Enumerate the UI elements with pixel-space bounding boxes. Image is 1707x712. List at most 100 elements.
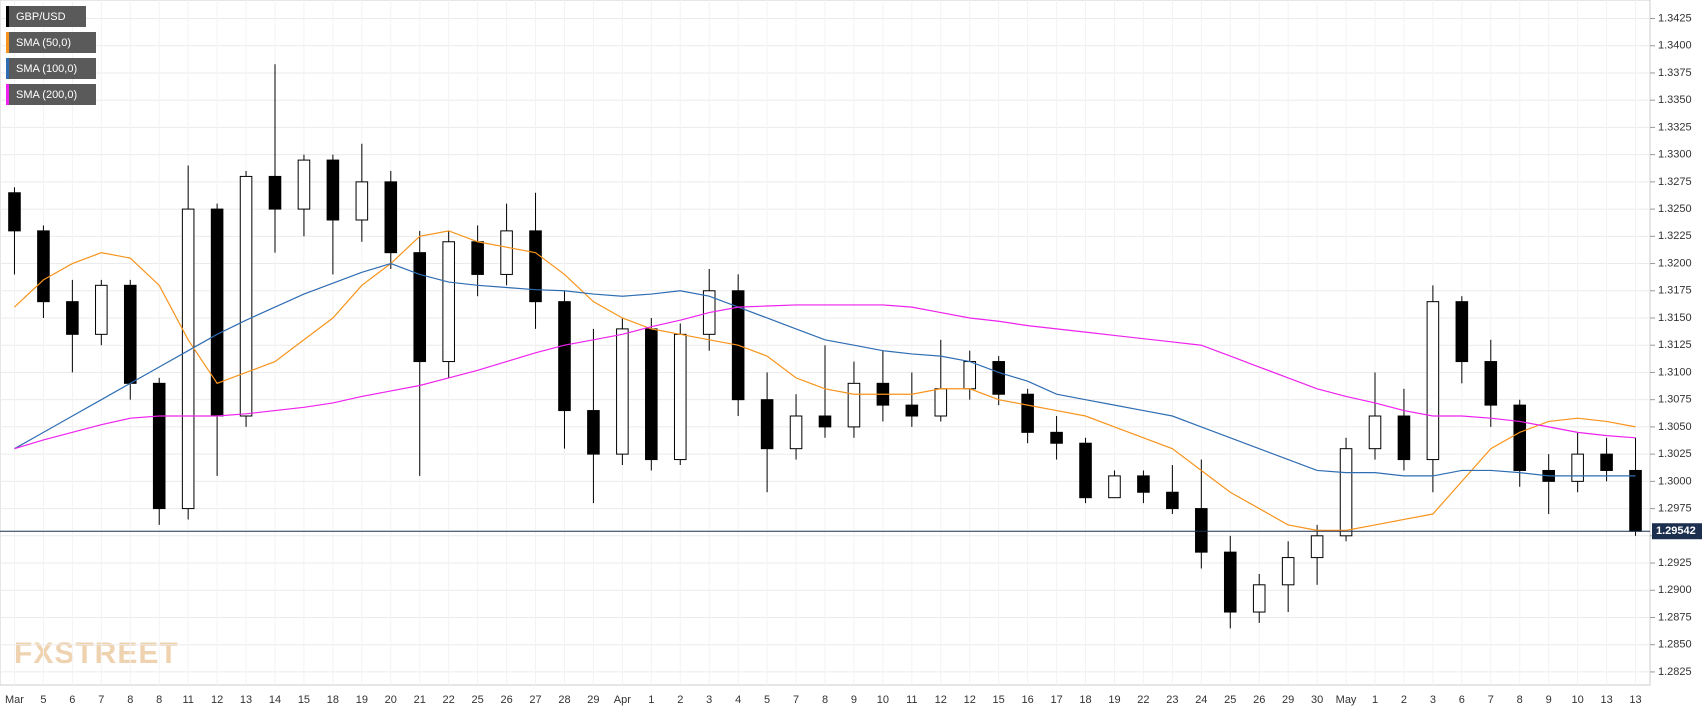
x-tick-label: 15 bbox=[298, 694, 310, 706]
watermark: FXSTREET bbox=[14, 637, 179, 670]
y-tick-label: 1.3150 bbox=[1658, 312, 1692, 324]
candle-body bbox=[587, 410, 600, 455]
candle-body bbox=[1252, 584, 1266, 613]
x-tick-label: 10 bbox=[1572, 694, 1584, 706]
y-tick-label: 1.3300 bbox=[1658, 149, 1692, 161]
candle-body bbox=[268, 175, 282, 210]
last-price-box bbox=[1652, 523, 1702, 540]
candle-body bbox=[616, 328, 629, 455]
candle-body bbox=[645, 328, 658, 461]
x-tick-label: 9 bbox=[851, 694, 857, 706]
candle-body bbox=[1166, 491, 1179, 510]
candle-body bbox=[355, 181, 369, 221]
x-tick-label: 24 bbox=[1195, 694, 1207, 706]
candle-body bbox=[210, 208, 224, 417]
candle-body bbox=[1339, 448, 1353, 537]
x-tick-label: 6 bbox=[1459, 694, 1465, 706]
candle-body bbox=[500, 230, 513, 275]
y-tick-label: 1.3100 bbox=[1658, 366, 1692, 378]
y-tick-label: 1.3200 bbox=[1658, 257, 1692, 269]
x-tick-label: 5 bbox=[40, 694, 46, 706]
x-tick-label: 26 bbox=[1253, 694, 1265, 706]
x-tick-label: 14 bbox=[269, 694, 281, 706]
y-tick-label: 1.3050 bbox=[1658, 421, 1692, 433]
sma-line bbox=[14, 262, 1636, 477]
x-tick-label: 16 bbox=[1022, 694, 1034, 706]
candle-body bbox=[1021, 393, 1034, 433]
x-tick-label: 7 bbox=[793, 694, 799, 706]
candle-body bbox=[1281, 557, 1295, 586]
x-tick-label: 3 bbox=[706, 694, 712, 706]
legend-label: GBP/USD bbox=[16, 11, 66, 23]
legend-label: SMA (100,0) bbox=[16, 63, 77, 75]
candle-body bbox=[442, 241, 455, 363]
x-tick-label: 2 bbox=[1401, 694, 1407, 706]
legend-swatch bbox=[6, 84, 9, 105]
x-tick-label: 22 bbox=[1137, 694, 1149, 706]
candle-body bbox=[181, 208, 195, 510]
x-tick-label: 9 bbox=[1546, 694, 1552, 706]
x-tick-label: May bbox=[1336, 694, 1357, 706]
candle-body bbox=[297, 159, 311, 210]
x-tick-label: 1 bbox=[1372, 694, 1378, 706]
legend-box bbox=[6, 58, 96, 79]
legend-box bbox=[6, 6, 86, 27]
y-tick-label: 1.2850 bbox=[1658, 639, 1692, 651]
candle-body bbox=[66, 301, 79, 335]
x-tick-label: 11 bbox=[182, 694, 193, 706]
y-tick-label: 1.2825 bbox=[1658, 666, 1692, 678]
y-tick-label: 1.3075 bbox=[1658, 394, 1692, 406]
candle-body bbox=[1397, 415, 1411, 461]
legend-box bbox=[6, 32, 96, 53]
x-tick-label: 29 bbox=[1282, 694, 1294, 706]
x-tick-label: 10 bbox=[877, 694, 889, 706]
legend-swatch bbox=[6, 6, 9, 27]
candle-body bbox=[1137, 475, 1150, 493]
x-tick-label: 2 bbox=[677, 694, 683, 706]
y-tick-label: 1.3000 bbox=[1658, 475, 1692, 487]
y-tick-label: 1.2975 bbox=[1658, 502, 1692, 514]
x-tick-label: 29 bbox=[587, 694, 599, 706]
x-tick-label: 19 bbox=[356, 694, 368, 706]
last-price-label: 1.29542 bbox=[1656, 525, 1696, 537]
x-tick-label: 21 bbox=[414, 694, 426, 706]
candle-body bbox=[992, 361, 1005, 395]
x-tick-label: 20 bbox=[385, 694, 397, 706]
candle-body bbox=[1108, 475, 1121, 499]
x-tick-label: 8 bbox=[1517, 694, 1523, 706]
candle-body bbox=[1455, 301, 1469, 363]
x-tick-label: 8 bbox=[127, 694, 133, 706]
candle-body bbox=[558, 301, 571, 412]
x-tick-label: 26 bbox=[500, 694, 512, 706]
y-tick-label: 1.3250 bbox=[1658, 203, 1692, 215]
candle-body bbox=[37, 230, 50, 303]
x-tick-label: 15 bbox=[993, 694, 1005, 706]
candle-body bbox=[1223, 551, 1237, 613]
candle-body bbox=[1629, 469, 1642, 532]
candle-body bbox=[529, 230, 542, 303]
x-tick-label: 13 bbox=[240, 694, 252, 706]
candle-body bbox=[384, 181, 398, 254]
x-tick-label: 1 bbox=[648, 694, 654, 706]
y-tick-label: 1.3275 bbox=[1658, 176, 1692, 188]
legend-label: SMA (50,0) bbox=[16, 37, 71, 49]
x-tick-label: Mar bbox=[5, 694, 24, 706]
x-tick-label: 5 bbox=[764, 694, 770, 706]
x-tick-label: 17 bbox=[1050, 694, 1062, 706]
candle-body bbox=[1484, 361, 1498, 406]
x-tick-label: 8 bbox=[156, 694, 162, 706]
legend-box bbox=[6, 84, 96, 105]
x-tick-label: 23 bbox=[1166, 694, 1178, 706]
candle-body bbox=[1079, 442, 1092, 499]
x-tick-label: 7 bbox=[1488, 694, 1494, 706]
candle-body bbox=[123, 284, 137, 384]
x-tick-label: 19 bbox=[1108, 694, 1120, 706]
x-tick-label: 12 bbox=[211, 694, 223, 706]
candle-body bbox=[8, 192, 21, 232]
x-tick-label: 6 bbox=[69, 694, 75, 706]
y-tick-label: 1.3175 bbox=[1658, 285, 1692, 297]
x-tick-label: 3 bbox=[1430, 694, 1436, 706]
y-tick-label: 1.3125 bbox=[1658, 339, 1692, 351]
